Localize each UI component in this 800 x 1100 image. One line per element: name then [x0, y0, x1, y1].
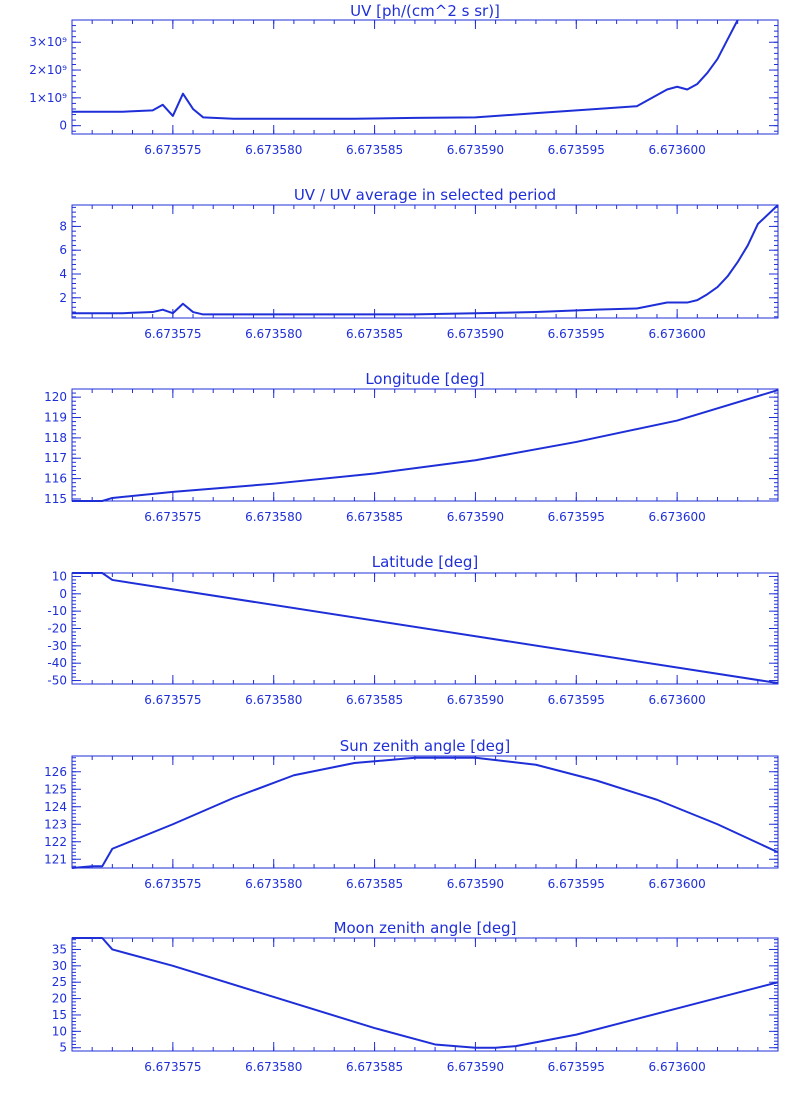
x-tick-label: 6.673600	[649, 327, 706, 341]
x-tick-label: 6.673580	[245, 1060, 302, 1074]
x-tick-label: 6.673585	[346, 1060, 403, 1074]
x-tick-label: 6.673585	[346, 327, 403, 341]
y-tick-label: 1×10⁹	[29, 91, 67, 105]
plot-frame	[71, 19, 779, 135]
x-tick-label: 6.673575	[144, 327, 201, 341]
x-tick-label: 6.673590	[447, 877, 504, 891]
y-tick-label: 118	[44, 431, 67, 445]
y-tick-label: 15	[52, 1008, 67, 1022]
y-tick-label: 121	[44, 852, 67, 866]
y-tick-label: -50	[47, 674, 67, 688]
x-tick-label: 6.673580	[245, 877, 302, 891]
data-series-line	[72, 19, 739, 120]
x-tick-label: 6.673575	[144, 877, 201, 891]
x-tick-label: 6.673600	[649, 510, 706, 524]
data-series-line	[72, 937, 779, 1049]
x-tick-label: 6.673600	[649, 877, 706, 891]
chart-panel-5: 6.673575 6.673580 6.673585 6.673590 6.673595…	[52, 937, 779, 1074]
x-tick-label: 6.673595	[548, 877, 605, 891]
y-tick-label: 0	[59, 119, 67, 133]
chart-title-latitude: Latitude [deg]	[372, 553, 478, 571]
chart-title-longitude: Longitude [deg]	[365, 370, 484, 388]
plot-frame	[71, 755, 779, 869]
y-tick-label: 122	[44, 835, 67, 849]
x-tick-label: 6.673585	[346, 693, 403, 707]
y-tick-label: 125	[44, 782, 67, 796]
data-series-line	[71, 756, 779, 869]
x-tick-label: 6.673595	[548, 143, 605, 157]
x-tick-label: 6.673590	[447, 693, 504, 707]
chart-title-sun-zenith: Sun zenith angle [deg]	[340, 737, 511, 755]
x-tick-label: 6.673595	[548, 693, 605, 707]
data-series-line	[72, 204, 779, 316]
y-tick-label: 2	[59, 291, 67, 305]
x-tick-label: 6.673590	[447, 143, 504, 157]
x-tick-label: 6.673600	[649, 693, 706, 707]
chart-panel-2: 6.673575 6.673580 6.673585 6.673590 6.673595…	[44, 388, 779, 524]
y-tick-label: -40	[47, 656, 67, 670]
x-tick-label: 6.673590	[447, 1060, 504, 1074]
chart-title-moon-zenith: Moon zenith angle [deg]	[334, 919, 517, 937]
y-tick-label: 116	[44, 472, 67, 486]
y-tick-label: 2×10⁹	[29, 63, 67, 77]
chart-panel-3: 6.673575 6.673580 6.673585 6.673590 6.673595…	[47, 569, 779, 707]
plot-frame	[71, 937, 779, 1052]
x-tick-label: 6.673575	[144, 693, 201, 707]
y-tick-label: 10	[52, 569, 67, 583]
y-tick-label: 20	[52, 992, 67, 1006]
x-tick-label: 6.673575	[144, 1060, 201, 1074]
x-tick-label: 6.673580	[245, 510, 302, 524]
y-tick-label: 8	[59, 219, 67, 233]
x-tick-label: 6.673600	[649, 143, 706, 157]
x-tick-label: 6.673600	[649, 1060, 706, 1074]
y-tick-label: 5	[59, 1041, 67, 1055]
data-series-line	[72, 572, 779, 685]
y-tick-label: 4	[59, 267, 67, 281]
x-tick-label: 6.673590	[447, 510, 504, 524]
x-tick-label: 6.673585	[346, 877, 403, 891]
data-series-line	[72, 389, 779, 502]
x-tick-label: 6.673590	[447, 327, 504, 341]
plot-frame	[71, 388, 779, 502]
x-tick-label: 6.673580	[245, 143, 302, 157]
y-tick-label: 25	[52, 975, 67, 989]
y-tick-label: 10	[52, 1024, 67, 1038]
y-tick-label: -20	[47, 622, 67, 636]
chart-panel-1: 6.673575 6.673580 6.673585 6.673590 6.673595…	[59, 204, 779, 341]
y-tick-label: 6	[59, 243, 67, 257]
x-tick-label: 6.673595	[548, 510, 605, 524]
y-tick-label: 117	[44, 451, 67, 465]
chart-panel-0: 6.673575 6.673580 6.673585 6.673590 6.673595…	[29, 19, 779, 157]
y-tick-label: 120	[44, 390, 67, 404]
x-tick-label: 6.673585	[346, 510, 403, 524]
plot-layer: 6.673575 6.673580 6.673585 6.673590 6.673595…	[29, 19, 779, 1074]
y-tick-label: 3×10⁹	[29, 35, 67, 49]
chart-title-uv: UV [ph/(cm^2 s sr)]	[350, 2, 500, 20]
y-tick-label: 124	[44, 800, 67, 814]
y-tick-label: 119	[44, 411, 67, 425]
x-tick-label: 6.673575	[144, 510, 201, 524]
y-tick-label: 30	[52, 959, 67, 973]
x-tick-label: 6.673595	[548, 327, 605, 341]
chart-title-uv-ratio: UV / UV average in selected period	[294, 186, 556, 204]
x-tick-label: 6.673585	[346, 143, 403, 157]
y-tick-label: 0	[59, 587, 67, 601]
x-tick-label: 6.673595	[548, 1060, 605, 1074]
x-tick-label: 6.673580	[245, 327, 302, 341]
plot-frame	[71, 204, 779, 319]
y-tick-label: -30	[47, 639, 67, 653]
chart-panel-4: 6.673575 6.673580 6.673585 6.673590 6.673595…	[44, 755, 779, 891]
y-tick-label: 35	[52, 942, 67, 956]
x-tick-label: 6.673575	[144, 143, 201, 157]
x-tick-label: 6.673580	[245, 693, 302, 707]
y-tick-label: 126	[44, 765, 67, 779]
y-tick-label: -10	[47, 604, 67, 618]
y-tick-label: 123	[44, 817, 67, 831]
y-tick-label: 115	[44, 492, 67, 506]
